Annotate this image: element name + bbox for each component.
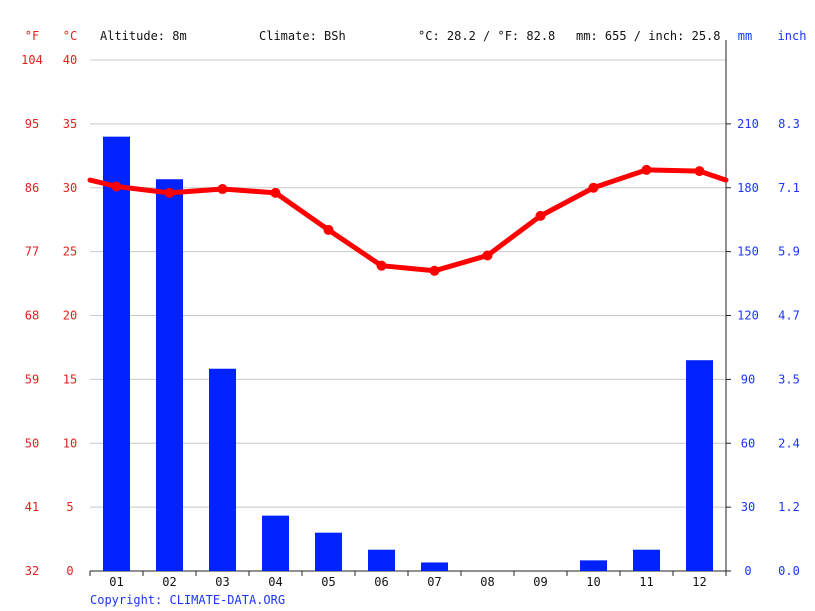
y-left-tick-label-c: 35 bbox=[63, 117, 77, 131]
temperature-point bbox=[164, 187, 175, 198]
axes bbox=[89, 40, 731, 576]
precipitation-bar bbox=[315, 532, 342, 571]
temperature-point bbox=[323, 224, 334, 235]
y-right-tick-label-mm: 90 bbox=[741, 372, 755, 386]
y-left-tick-label-f: 50 bbox=[25, 436, 39, 450]
temperature-line bbox=[87, 164, 729, 276]
temperature-point bbox=[217, 184, 228, 195]
y-right-tick-label-inch: 2.4 bbox=[778, 436, 800, 450]
y-left-tick-label-f: 95 bbox=[25, 117, 39, 131]
y-left-tick-label-f: 32 bbox=[25, 564, 39, 578]
precipitation-bars bbox=[103, 136, 713, 571]
precipitation-bar bbox=[421, 562, 448, 571]
temperature-line-path bbox=[87, 167, 729, 274]
fahrenheit-unit-label: °F bbox=[25, 29, 39, 43]
precipitation-bar bbox=[580, 560, 607, 571]
altitude-label: Altitude: 8m bbox=[100, 29, 187, 43]
temperature-point bbox=[588, 182, 599, 193]
x-tick-label: 10 bbox=[586, 575, 600, 589]
x-tick-label: 01 bbox=[109, 575, 123, 589]
y-right-tick-label-mm: 30 bbox=[741, 500, 755, 514]
y-right-tick-label-inch: 7.1 bbox=[778, 181, 800, 195]
y-left-tick-label-f: 104 bbox=[21, 53, 43, 67]
climate-label: Climate: BSh bbox=[259, 29, 346, 43]
temperature-point bbox=[482, 250, 493, 261]
x-tick-label: 12 bbox=[692, 575, 706, 589]
y-left-tick-label-c: 20 bbox=[63, 309, 77, 323]
y-right-tick-label-inch: 3.5 bbox=[778, 372, 800, 386]
y-left-tick-label-f: 68 bbox=[25, 309, 39, 323]
y-right-tick-label-inch: 4.7 bbox=[778, 309, 800, 323]
precipitation-bar bbox=[262, 515, 289, 571]
x-tick-label: 04 bbox=[268, 575, 282, 589]
x-tick-label: 11 bbox=[639, 575, 653, 589]
y-left-tick-label-f: 59 bbox=[25, 372, 39, 386]
x-tick-label: 06 bbox=[374, 575, 388, 589]
temperature-point bbox=[429, 265, 440, 276]
temperature-point bbox=[535, 210, 546, 221]
temperature-point bbox=[376, 260, 387, 271]
y-right-tick-label-mm: 60 bbox=[741, 436, 755, 450]
x-tick-label: 07 bbox=[427, 575, 441, 589]
y-left-tick-label-c: 25 bbox=[63, 245, 77, 259]
precipitation-total-label: mm: 655 / inch: 25.8 bbox=[576, 29, 721, 43]
temperature-point bbox=[111, 181, 122, 192]
y-left-tick-label-c: 30 bbox=[63, 181, 77, 195]
y-right-tick-label-mm: 210 bbox=[737, 117, 759, 131]
precipitation-bar bbox=[633, 549, 660, 571]
celsius-unit-label: °C bbox=[63, 29, 77, 43]
x-tick-label: 02 bbox=[162, 575, 176, 589]
grid-lines bbox=[90, 59, 726, 508]
precipitation-bar bbox=[103, 136, 130, 571]
precipitation-bar bbox=[209, 368, 236, 571]
x-tick-label: 08 bbox=[480, 575, 494, 589]
y-left-tick-label-f: 77 bbox=[25, 245, 39, 259]
y-right-tick-label-inch: 1.2 bbox=[778, 500, 800, 514]
y-right-tick-label-inch: 0.0 bbox=[778, 564, 800, 578]
temperature-point bbox=[694, 166, 705, 177]
tick-labels: 32 0 41 5 50 10 59 15 68 20 77 25 86 30 95 35 104 40 0 0.0 3… bbox=[21, 53, 800, 589]
x-tick-label: 03 bbox=[215, 575, 229, 589]
temperature-point bbox=[270, 187, 281, 198]
y-left-tick-label-c: 40 bbox=[63, 53, 77, 67]
precipitation-bar bbox=[368, 549, 395, 571]
y-right-tick-label-mm: 150 bbox=[737, 245, 759, 259]
precipitation-bar bbox=[686, 360, 713, 571]
y-left-tick-label-f: 41 bbox=[25, 500, 39, 514]
inch-unit-label: inch bbox=[778, 29, 807, 43]
y-left-tick-label-c: 15 bbox=[63, 372, 77, 386]
mm-unit-label: mm bbox=[738, 29, 752, 43]
y-left-tick-label-f: 86 bbox=[25, 181, 39, 195]
precipitation-bar bbox=[156, 179, 183, 571]
temperature-point bbox=[641, 164, 652, 175]
y-right-tick-label-mm: 120 bbox=[737, 309, 759, 323]
average-temperature-label: °C: 28.2 / °F: 82.8 bbox=[418, 29, 555, 43]
y-right-tick-label-inch: 5.9 bbox=[778, 245, 800, 259]
x-tick-label: 09 bbox=[533, 575, 547, 589]
y-left-tick-label-c: 0 bbox=[66, 564, 73, 578]
y-left-tick-label-c: 10 bbox=[63, 436, 77, 450]
x-tick-label: 05 bbox=[321, 575, 335, 589]
y-right-tick-label-inch: 8.3 bbox=[778, 117, 800, 131]
copyright-label: Copyright: CLIMATE-DATA.ORG bbox=[90, 593, 285, 607]
y-right-tick-label-mm: 0 bbox=[744, 564, 751, 578]
y-left-tick-label-c: 5 bbox=[66, 500, 73, 514]
y-right-tick-label-mm: 180 bbox=[737, 181, 759, 195]
